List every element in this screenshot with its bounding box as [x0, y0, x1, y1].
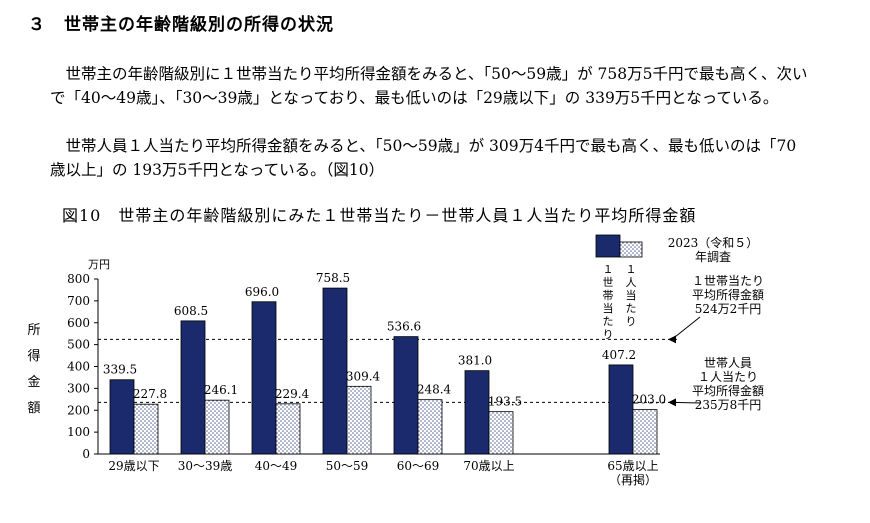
bar-per-household	[608, 364, 634, 455]
paragraph-text: 世帯主の年齢階級別に１世帯当たり平均所得金額をみると、「50～59歳」が 758…	[50, 65, 808, 107]
reference-line-label: １人当たり	[698, 370, 758, 384]
legend-swatch-person	[619, 241, 643, 258]
y-tick-label: 600	[67, 316, 90, 330]
reference-line-label: 世帯人員	[704, 356, 752, 370]
bar-value-label: 381.0	[458, 354, 492, 368]
bar-per-household	[251, 301, 277, 455]
legend-label-household-char: １	[603, 263, 614, 276]
bar-value-label: 203.0	[632, 393, 666, 407]
legend-survey: 年調査	[695, 250, 731, 264]
bar-per-person	[632, 409, 658, 455]
reference-line-label: 平均所得金額	[692, 287, 764, 302]
y-axis-label-char: 額	[27, 401, 40, 416]
bar-value-label: 339.5	[103, 363, 137, 377]
bar-value-label: 536.6	[387, 320, 421, 334]
reference-line-arrowhead	[668, 398, 676, 407]
section-heading: ３ 世帯主の年齢階級別の所得の状況	[28, 15, 334, 35]
y-tick-label: 700	[67, 294, 90, 308]
legend-year: 2023（令和５）	[668, 235, 759, 250]
paragraph-per-person: 世帯人員１人当たり平均所得金額をみると、「50～59歳」が 309万4千円で最も…	[50, 134, 810, 182]
legend-label-household-char: り	[603, 328, 614, 341]
bar-value-label: 309.4	[346, 369, 381, 383]
income-bar-chart: 0100200300400500600700800万円所得金額１世帯当たり平均所…	[27, 234, 764, 487]
bar-per-person	[275, 403, 301, 455]
legend-label-household-char: 帯	[603, 289, 614, 302]
bar-value-label: 608.5	[174, 304, 208, 318]
y-unit-label: 万円	[88, 258, 110, 271]
bar-value-label: 758.5	[316, 271, 350, 285]
bar-value-label: 246.1	[204, 383, 238, 397]
paragraph-text: 世帯人員１人当たり平均所得金額をみると、「50～59歳」が 309万4千円で最も…	[50, 137, 797, 179]
x-tick-label: 50～59	[326, 459, 369, 473]
reference-line-pointer	[671, 316, 701, 340]
bar-value-label: 696.0	[245, 285, 279, 299]
x-tick-label: 40～49	[255, 459, 298, 473]
legend-swatch-household	[595, 234, 621, 258]
reference-line-label: 235万8千円	[695, 398, 762, 412]
x-tick-label: 30～39歳	[178, 459, 233, 473]
reference-line-label: 平均所得金額	[692, 383, 764, 398]
x-tick-label: 60～69	[397, 459, 440, 473]
bar-value-label: 407.2	[602, 348, 636, 362]
legend-label-person-char: り	[626, 315, 637, 328]
y-tick-label: 400	[67, 360, 90, 374]
y-tick-label: 300	[67, 381, 90, 395]
bar-per-household	[109, 379, 135, 455]
bar-per-household	[322, 287, 348, 455]
bar-per-household	[393, 336, 419, 455]
bar-value-label: 227.8	[133, 387, 167, 401]
legend-label-person-char: 当	[626, 288, 637, 302]
legend-label-person-char: １	[626, 263, 637, 276]
y-axis-label-char: 得	[27, 348, 40, 364]
legend-label-household-char: 当	[603, 301, 614, 315]
y-axis-label-char: 金	[27, 374, 40, 390]
reference-line-pointer	[671, 401, 701, 404]
bar-per-person	[133, 403, 159, 455]
bar-value-label: 229.4	[275, 387, 310, 401]
x-tick-label: 70歳以上	[463, 459, 514, 473]
x-tick-note: （再掲）	[609, 472, 657, 487]
paragraph-household: 世帯主の年齢階級別に１世帯当たり平均所得金額をみると、「50～59歳」が 758…	[50, 62, 810, 110]
legend-label-person-char: 人	[626, 276, 637, 289]
y-tick-label: 0	[82, 447, 90, 461]
reference-line-label: １世帯当たり	[692, 274, 764, 288]
bar-value-label: 248.4	[417, 383, 452, 397]
y-tick-label: 800	[67, 272, 90, 286]
y-axis-label-char: 所	[27, 323, 40, 338]
bar-per-person	[488, 411, 514, 455]
bar-per-household	[180, 320, 206, 455]
legend-label-person-char: た	[626, 302, 637, 315]
y-tick-label: 500	[67, 338, 90, 352]
bar-per-household	[464, 370, 490, 455]
x-tick-label: 65歳以上	[607, 459, 658, 473]
figure-title: 図10 世帯主の年齢階級別にみた１世帯当たり－世帯人員１人当たり平均所得金額	[62, 206, 697, 225]
bar-per-person	[346, 385, 372, 455]
x-tick-label: 29歳以下	[108, 459, 159, 473]
reference-line-arrowhead	[668, 335, 676, 344]
legend-label-household-char: 世	[603, 276, 614, 289]
bar-per-person	[417, 399, 443, 455]
y-tick-label: 200	[67, 403, 90, 417]
legend-label-household-char: た	[603, 315, 614, 328]
y-tick-label: 100	[67, 425, 90, 439]
bar-per-person	[204, 399, 230, 455]
reference-line-label: 524万2千円	[695, 302, 762, 316]
bar-value-label: 193.5	[488, 395, 522, 409]
